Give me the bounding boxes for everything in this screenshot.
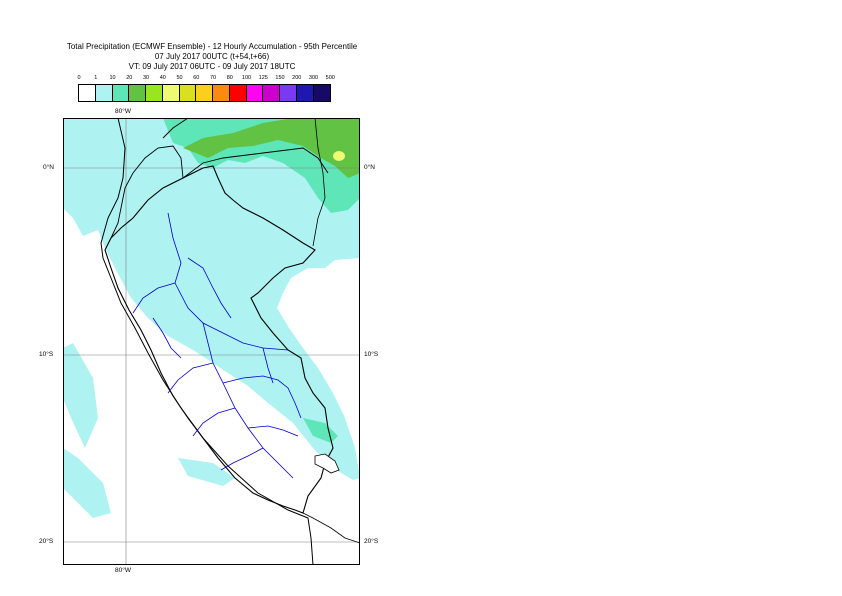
- rain-band-west: [63, 343, 98, 448]
- map-title-block: Total Precipitation (ECMWF Ensemble) - 1…: [0, 42, 424, 72]
- legend-swatch: [129, 85, 146, 101]
- legend-swatch: [162, 85, 180, 101]
- map-frame: [63, 118, 360, 565]
- legend-swatch: [280, 85, 297, 101]
- legend-swatch: [79, 85, 96, 101]
- legend-tick-label: 150: [275, 75, 285, 81]
- legend-swatch: [296, 85, 314, 101]
- region-borders: [132, 212, 302, 479]
- legend-tick-label: 40: [159, 75, 166, 81]
- lat-label-20s-right: 20°S: [364, 538, 379, 545]
- title-line-2: 07 July 2017 00UTC (t+54,t+66): [154, 52, 270, 61]
- precipitation-map: 80°W 80°W 0°N 0°N 10°S 10°S 20°S 20°S: [39, 108, 378, 574]
- legend-tick-label: 0: [77, 75, 81, 81]
- legend-tick-label: 1: [94, 75, 98, 81]
- rain-field-medium-east: [303, 418, 338, 443]
- lon-label-bottom: 80°W: [115, 567, 131, 574]
- legend-color-bar: [78, 84, 332, 102]
- title-line-1: Total Precipitation (ECMWF Ensemble) - 1…: [66, 42, 358, 51]
- legend-swatch: [246, 85, 264, 101]
- legend-tick-label: 200: [292, 75, 302, 81]
- ecuador-border: [110, 145, 184, 239]
- precipitation-legend: 0 1 10 20 30 40 50 60 70 80 100 125 150 200 300 500: [77, 75, 346, 103]
- lat-label-10s-right: 10°S: [364, 351, 379, 358]
- legend-tick-label: 60: [193, 75, 200, 81]
- legend-tick-label: 50: [176, 75, 183, 81]
- lon-label-top: 80°W: [115, 108, 131, 115]
- legend-labels: 0 1 10 20 30 40 50 60 70 80 100 125 150 200 300 500: [77, 75, 346, 84]
- legend-tick-label: 10: [109, 75, 116, 81]
- legend-swatch: [95, 85, 113, 101]
- lat-label-20s-left: 20°S: [39, 538, 54, 545]
- rain-band-southwest: [63, 448, 111, 518]
- rain-field-light: [63, 118, 360, 480]
- legend-tick-label: 300: [308, 75, 319, 81]
- legend-swatch: [179, 85, 197, 101]
- lat-label-10s-left: 10°S: [39, 351, 54, 358]
- legend-swatch: [146, 85, 163, 101]
- lat-label-0n-right: 0°N: [364, 164, 375, 171]
- legend-tick-label: 500: [325, 75, 335, 81]
- legend-tick-label: 80: [226, 75, 233, 81]
- legend-swatch: [213, 85, 230, 101]
- legend-tick-label: 30: [142, 75, 150, 81]
- rain-band-south: [178, 458, 235, 486]
- legend-swatch: [112, 85, 130, 101]
- legend-swatch: [196, 85, 213, 101]
- rain-field-heavy: [183, 118, 360, 178]
- legend-tick-label: 70: [209, 75, 217, 81]
- map-canvas: [63, 118, 360, 565]
- rain-peak: [333, 151, 345, 161]
- legend-tick-label: 100: [241, 75, 252, 81]
- legend-tick-label: 125: [258, 75, 268, 81]
- legend-swatch: [229, 85, 247, 101]
- colombia-border: [162, 118, 329, 179]
- legend-swatch: [263, 85, 280, 101]
- brazil-border: [302, 118, 360, 544]
- title-line-3: VT: 09 July 2017 06UTC - 09 July 2017 18…: [128, 62, 296, 71]
- pacific-coastline: [100, 118, 314, 565]
- lake-titicaca: [314, 453, 340, 474]
- legend-tick-label: 20: [126, 75, 133, 81]
- legend-swatch: [313, 85, 331, 101]
- lat-label-0n-left: 0°N: [43, 164, 54, 171]
